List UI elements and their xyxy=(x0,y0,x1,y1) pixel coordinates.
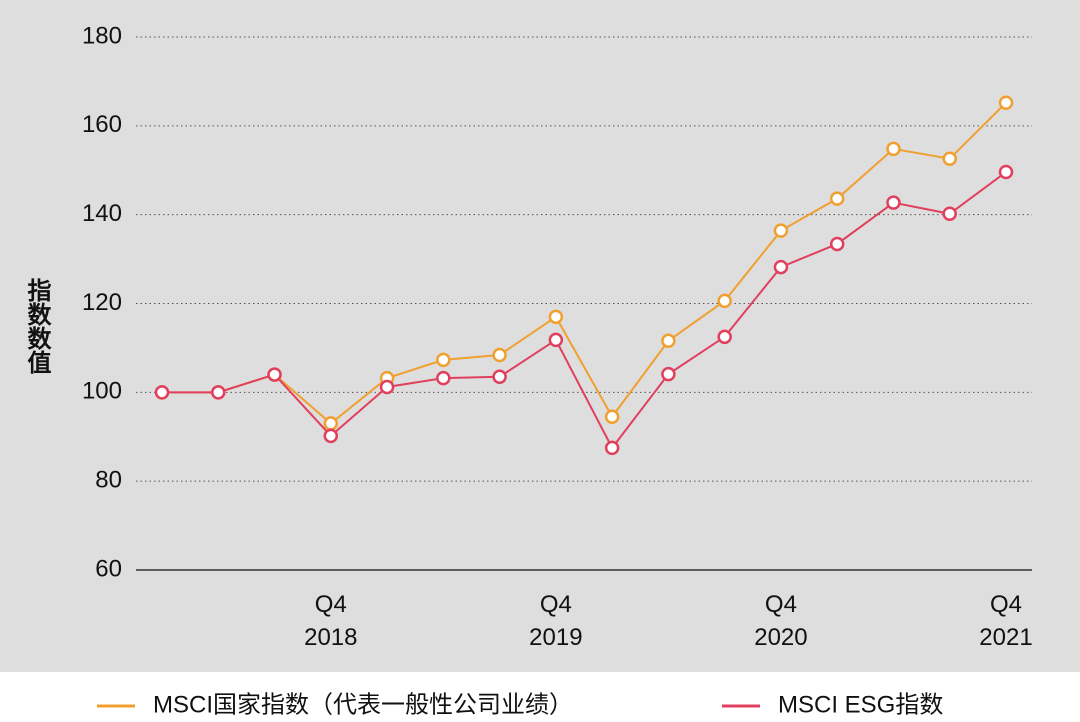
y-tick-label: 160 xyxy=(82,111,122,138)
point xyxy=(604,409,620,425)
series-line xyxy=(162,171,1007,450)
y-tick-label: 180 xyxy=(82,22,122,49)
point xyxy=(886,195,901,210)
point xyxy=(661,333,676,349)
point xyxy=(379,379,395,395)
y-tick-label: 80 xyxy=(95,467,122,494)
point xyxy=(886,141,901,157)
legend-label: MSCI国家指数（代表一般性公司业绩） xyxy=(153,691,573,718)
point xyxy=(998,164,1014,180)
series-line xyxy=(162,102,1007,425)
point xyxy=(492,347,507,363)
point xyxy=(267,367,282,382)
point xyxy=(436,352,451,368)
point xyxy=(492,369,507,385)
point xyxy=(548,332,564,348)
point xyxy=(773,259,789,275)
point xyxy=(323,428,339,444)
y-tick-label: 140 xyxy=(82,200,122,227)
x-tick-label: Q4 2019 xyxy=(529,591,582,651)
point xyxy=(942,151,957,166)
point xyxy=(661,366,676,382)
point xyxy=(829,236,845,252)
legend-label: MSCI ESG指数 xyxy=(778,691,943,718)
x-tick-label: Q4 2021 xyxy=(979,591,1032,651)
point xyxy=(829,191,845,206)
point xyxy=(773,223,789,238)
point xyxy=(717,293,732,309)
y-tick-label: 100 xyxy=(82,378,122,405)
point xyxy=(998,95,1014,110)
y-axis-label: 指数数值 xyxy=(23,278,50,374)
point xyxy=(211,385,226,400)
point xyxy=(548,309,564,325)
point xyxy=(942,206,957,222)
point xyxy=(154,385,170,400)
y-tick-label: 120 xyxy=(82,289,122,316)
point xyxy=(717,329,732,345)
x-tick-label: Q4 2018 xyxy=(304,591,357,651)
point xyxy=(323,416,339,431)
point xyxy=(604,440,620,456)
plot-background xyxy=(0,0,1080,672)
x-tick-label: Q4 2020 xyxy=(754,591,807,651)
y-tick-label: 60 xyxy=(95,555,122,582)
point xyxy=(436,370,451,386)
